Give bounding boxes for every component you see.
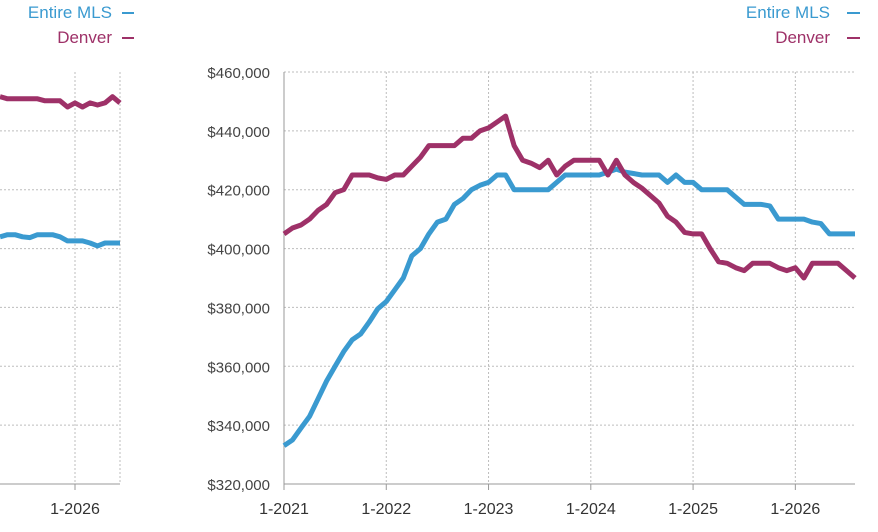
y-tick-label: $380,000 [207,300,270,317]
x-tick-label: 1-2026 [50,501,100,518]
x-tick-label: 1-2023 [464,501,514,518]
series-line-entire-mls [0,232,120,249]
y-tick-label: $360,000 [207,359,270,376]
legend-label: Denver [775,28,830,47]
x-tick-label: 1-2021 [259,501,309,518]
right-chart: $320,000 $340,000 $360,000 $380,000 $400,000… [207,3,860,518]
left-chart-partial: 1-2026 Entire MLS Denver [0,3,134,518]
series-line-entire-mls [282,166,855,448]
series-line-denver [0,94,122,110]
y-tick-label: $340,000 [207,418,270,435]
y-tick-label: $420,000 [207,183,270,200]
series-line-denver [282,113,857,281]
x-tick-label: 1-2024 [566,501,616,518]
y-tick-label: $320,000 [207,477,270,494]
x-tick-label: 1-2026 [770,501,820,518]
y-tick-label: $460,000 [207,65,270,82]
x-tick-label: 1-2025 [668,501,718,518]
y-tick-label: $440,000 [207,124,270,141]
y-tick-label: $400,000 [207,242,270,259]
legend-label: Denver [57,28,112,47]
legend-label: Entire MLS [28,3,112,22]
legend-label: Entire MLS [746,3,830,22]
x-tick-label: 1-2022 [361,501,411,518]
